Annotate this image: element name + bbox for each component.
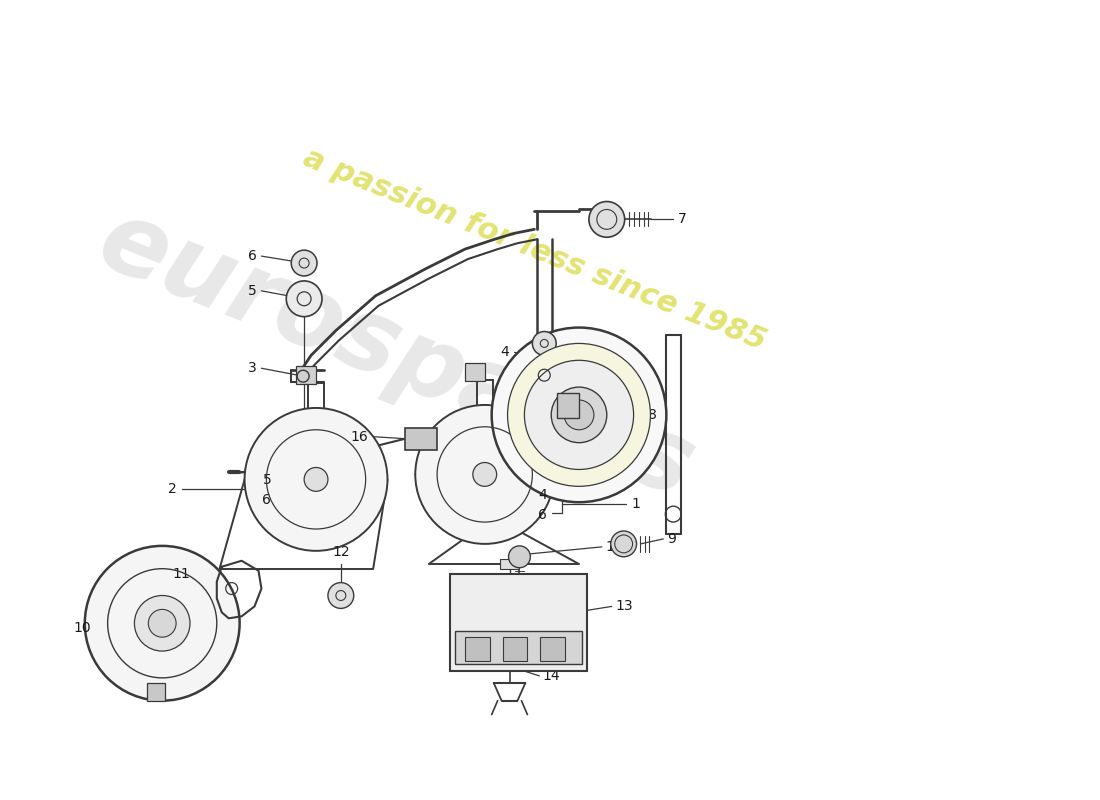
Bar (499, 558, 519, 569)
Text: 13: 13 (616, 599, 634, 614)
Text: 4: 4 (500, 346, 509, 359)
Text: 4: 4 (539, 488, 548, 502)
Circle shape (328, 582, 354, 608)
Text: 8: 8 (649, 408, 658, 422)
Circle shape (304, 467, 328, 491)
Circle shape (85, 546, 240, 701)
Circle shape (564, 400, 594, 430)
Circle shape (588, 202, 625, 238)
Circle shape (551, 387, 607, 442)
Text: 12: 12 (332, 545, 350, 558)
Text: 6: 6 (263, 494, 272, 507)
Bar (296, 366, 316, 384)
Text: 9: 9 (668, 532, 676, 546)
Text: 5: 5 (248, 284, 256, 298)
Circle shape (473, 462, 496, 486)
Circle shape (244, 408, 387, 551)
Text: 6: 6 (248, 249, 256, 263)
Circle shape (507, 343, 650, 486)
Text: 16: 16 (351, 430, 369, 444)
Circle shape (527, 358, 561, 392)
Circle shape (610, 531, 637, 557)
Circle shape (134, 595, 190, 651)
Bar (465, 637, 490, 661)
Circle shape (148, 610, 176, 637)
Text: 7: 7 (679, 212, 688, 226)
Bar (455, 631, 582, 664)
Bar (405, 428, 437, 450)
Bar (465, 363, 485, 381)
Circle shape (492, 327, 667, 502)
Text: 3: 3 (248, 362, 256, 375)
Text: 5: 5 (263, 474, 272, 487)
Text: 11: 11 (173, 566, 190, 581)
Text: 6: 6 (538, 508, 548, 522)
Text: a passion for less since 1985: a passion for less since 1985 (299, 142, 770, 356)
Circle shape (286, 281, 322, 317)
Bar (558, 393, 579, 418)
Text: 2: 2 (168, 482, 177, 496)
Circle shape (508, 546, 530, 568)
Text: 1: 1 (631, 497, 640, 511)
Text: 14: 14 (542, 669, 560, 683)
Bar (147, 683, 165, 701)
Text: 15: 15 (606, 540, 624, 554)
Bar (540, 637, 565, 661)
Circle shape (416, 405, 554, 544)
Circle shape (532, 331, 557, 355)
Circle shape (292, 250, 317, 276)
Text: eurospares: eurospares (84, 192, 707, 519)
Bar (450, 574, 587, 671)
Circle shape (525, 360, 634, 470)
Text: 10: 10 (73, 622, 91, 635)
Bar (503, 637, 527, 661)
